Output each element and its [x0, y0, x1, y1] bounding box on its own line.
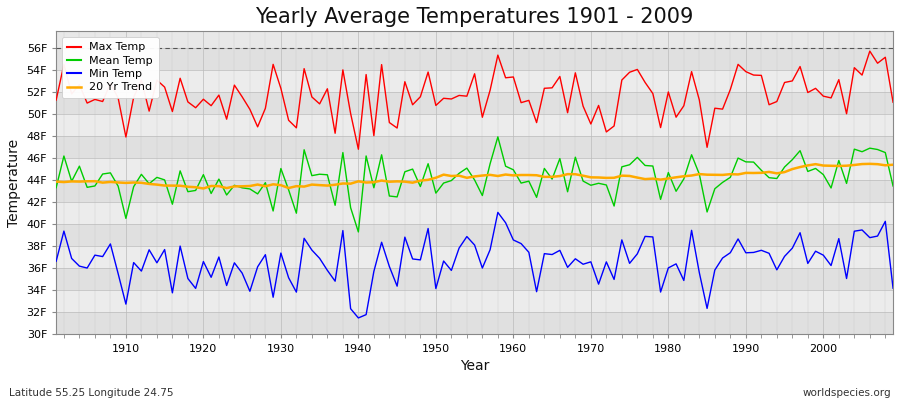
Bar [56, 202, 893, 224]
Bar [56, 158, 893, 180]
Legend: Max Temp, Mean Temp, Min Temp, 20 Yr Trend: Max Temp, Mean Temp, Min Temp, 20 Yr Tre… [62, 37, 158, 98]
Bar [56, 136, 893, 158]
Bar [56, 246, 893, 268]
Bar [56, 180, 893, 202]
Bar [56, 92, 893, 114]
Bar [56, 290, 893, 312]
Y-axis label: Temperature: Temperature [7, 139, 21, 227]
Text: Latitude 55.25 Longitude 24.75: Latitude 55.25 Longitude 24.75 [9, 388, 174, 398]
X-axis label: Year: Year [460, 359, 490, 373]
Bar [56, 114, 893, 136]
Bar [56, 224, 893, 246]
Title: Yearly Average Temperatures 1901 - 2009: Yearly Average Temperatures 1901 - 2009 [256, 7, 694, 27]
Text: worldspecies.org: worldspecies.org [803, 388, 891, 398]
Bar [56, 70, 893, 92]
Bar [56, 48, 893, 70]
Bar [56, 268, 893, 290]
Bar [56, 312, 893, 334]
